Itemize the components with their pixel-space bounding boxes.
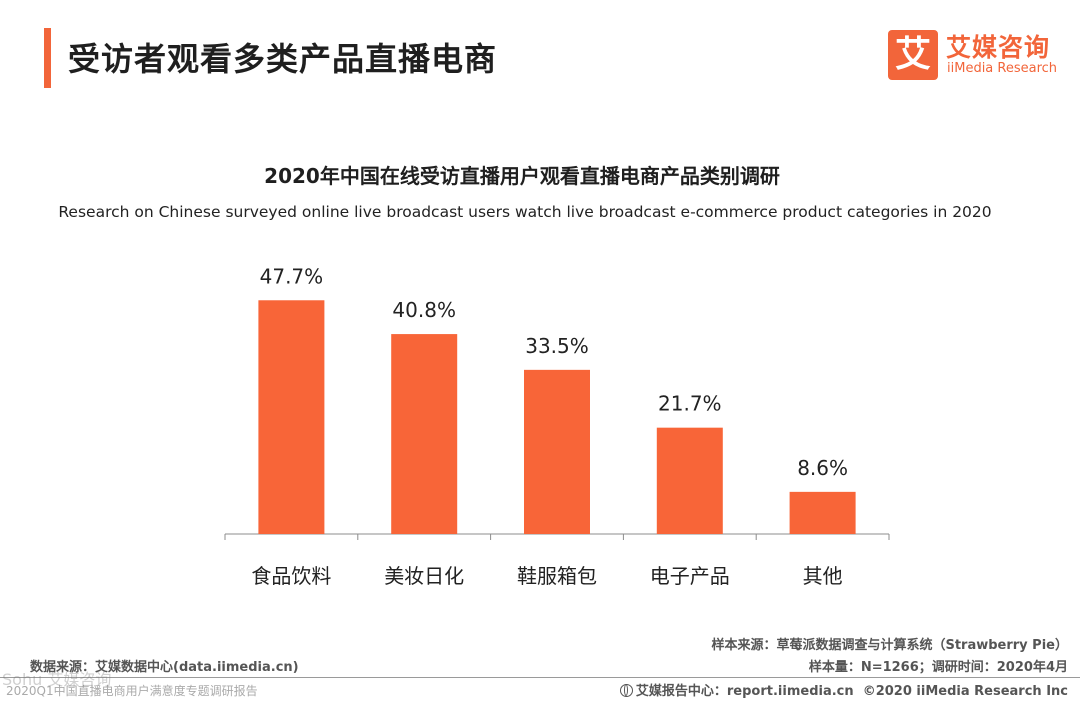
report-center-link[interactable]: 艾媒报告中心：report.iimedia.cn ©2020 iiMedia R… — [619, 680, 1068, 699]
bar-value-label: 47.7% — [260, 264, 324, 288]
x-tick-label: 食品饮料 — [251, 564, 331, 588]
iimedia-logo: 艾 艾媒咨询 iiMedia Research — [888, 28, 1063, 82]
footer-divider — [0, 677, 1080, 678]
x-tick-label: 鞋服箱包 — [517, 564, 597, 588]
copyright: ©2020 iiMedia Research Inc — [862, 684, 1068, 699]
logo-name-en: iiMedia Research — [947, 61, 1058, 76]
chart-title: 2020年中国在线受访直播用户观看直播电商产品类别调研 — [264, 164, 780, 188]
report-name: 2020Q1中国直播电商用户满意度专题调研报告 — [6, 684, 258, 698]
logo-mark-icon: 艾 — [888, 30, 938, 80]
title-accent-bar — [44, 28, 51, 88]
sample-source: 样本来源：草莓派数据调查与计算系统（Strawberry Pie） — [711, 638, 1068, 653]
bar-3 — [524, 369, 590, 534]
bar-value-label: 8.6% — [797, 456, 848, 480]
bar-5 — [789, 491, 856, 534]
page-title: 受访者观看多类产品直播电商 — [68, 40, 498, 78]
bar-value-label: 40.8% — [392, 298, 456, 322]
bar-2 — [391, 334, 458, 534]
watermark: Sohu 艾媒咨询 — [2, 670, 112, 689]
x-tick-label: 其他 — [803, 564, 843, 588]
bar-value-label: 21.7% — [658, 392, 722, 416]
x-tick-label: 美妆日化 — [384, 564, 464, 588]
bar-1 — [258, 300, 325, 534]
sample-info: 样本量：N=1266；调研时间：2020年4月 — [808, 660, 1068, 675]
logo-name-cn: 艾媒咨询 — [946, 33, 1051, 62]
data-source: 数据来源：艾媒数据中心(data.iimedia.cn) — [30, 660, 299, 675]
globe-icon — [619, 684, 633, 697]
bar-4 — [656, 427, 723, 534]
bar-value-label: 33.5% — [525, 334, 589, 358]
chart-subtitle: Research on Chinese surveyed online live… — [58, 203, 992, 221]
report-center-text: 艾媒报告中心：report.iimedia.cn — [635, 684, 854, 699]
x-tick-label: 电子产品 — [650, 564, 730, 588]
